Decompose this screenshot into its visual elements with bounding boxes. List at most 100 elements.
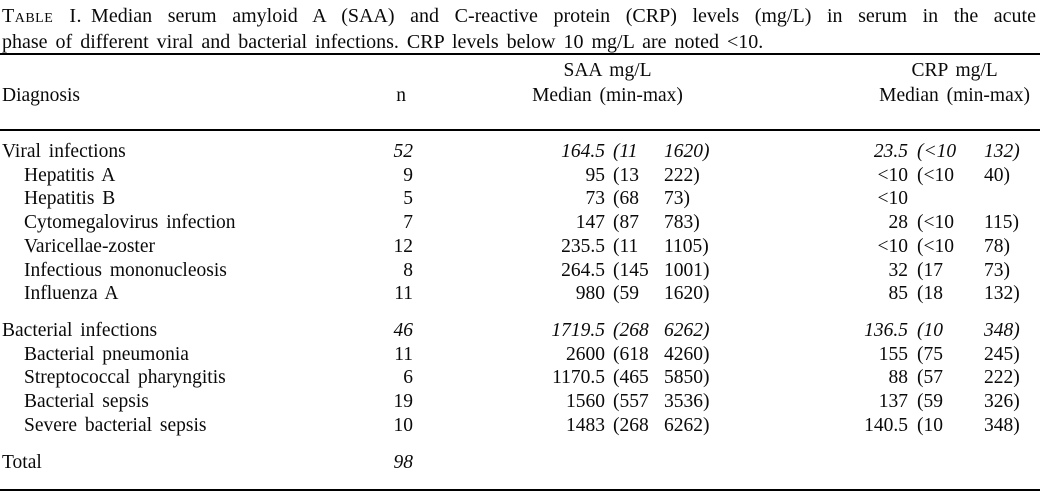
saa-min-cell: (465 bbox=[613, 367, 649, 389]
crp-median-cell: <10 bbox=[877, 235, 909, 257]
table-row: Bacterial pneumonia 11 2600 (618 4260) 1… bbox=[0, 343, 1038, 367]
saa-max-cell bbox=[662, 451, 718, 475]
n-cell: 10 bbox=[393, 414, 414, 436]
n-cell: 9 bbox=[403, 164, 413, 186]
saa-max-cell: 1105) bbox=[664, 235, 709, 257]
saa-min-cell: (59 bbox=[613, 283, 639, 305]
crp-min-cell: (<10 bbox=[917, 164, 954, 186]
n-cell: 46 bbox=[393, 319, 414, 341]
n-cell: 11 bbox=[394, 283, 413, 305]
crp-max-cell: 78) bbox=[984, 235, 1010, 257]
diagnosis-cell: Hepatitis A bbox=[24, 164, 116, 186]
n-cell: 11 bbox=[394, 343, 413, 365]
table-row: Hepatitis A 9 95 (13 222) <10 (<10 40) bbox=[0, 164, 1038, 188]
table-row: Total 98 bbox=[0, 451, 1038, 475]
saa-median-cell: 264.5 bbox=[561, 259, 605, 281]
saa-min-cell: (11 bbox=[613, 141, 638, 162]
diagnosis-cell: Infectious mononucleosis bbox=[24, 259, 227, 281]
table-row: Bacterial sepsis 19 1560 (557 3536) 137 … bbox=[0, 390, 1038, 414]
n-cell: 19 bbox=[393, 391, 414, 413]
diagnosis-cell: Viral infections bbox=[2, 141, 126, 162]
saa-min-cell bbox=[605, 451, 662, 475]
diagnosis-cell: Bacterial sepsis bbox=[24, 391, 149, 413]
saa-median-cell: 1560 bbox=[566, 391, 605, 413]
diagnosis-cell: Bacterial infections bbox=[2, 319, 158, 341]
crp-min-cell: (<10 bbox=[917, 235, 954, 257]
saa-header-subtitle: Median (min-max) bbox=[532, 85, 683, 106]
crp-min-cell bbox=[908, 451, 982, 475]
caption-line-1: Table I. Median serum amyloid A (SAA) and… bbox=[2, 3, 1036, 29]
diagnosis-cell: Varicellae-zoster bbox=[24, 235, 155, 257]
table-body: Viral infections 52 164.5 (11 1620) 23.5… bbox=[0, 140, 1038, 475]
crp-min-cell: (59 bbox=[917, 391, 943, 413]
saa-min-cell: (557 bbox=[613, 391, 649, 413]
table-row: Influenza A 11 980 (59 1620) 85 (18 132) bbox=[0, 282, 1038, 306]
n-cell: 98 bbox=[393, 452, 414, 474]
n-cell: 12 bbox=[393, 235, 414, 257]
crp-median-cell: 85 bbox=[888, 283, 909, 305]
crp-min-cell: (<10 bbox=[917, 141, 957, 162]
saa-median-cell: 1170.5 bbox=[552, 367, 605, 389]
table-row: Infectious mononucleosis 8 264.5 (145 10… bbox=[0, 259, 1038, 283]
saa-max-cell: 222) bbox=[664, 164, 700, 186]
crp-max-cell: 132) bbox=[984, 283, 1020, 305]
diagnosis-cell: Streptococcal pharyngitis bbox=[24, 367, 226, 389]
crp-header-subtitle: Median (min-max) bbox=[879, 85, 1030, 106]
table-row: Viral infections 52 164.5 (11 1620) 23.5… bbox=[0, 140, 1038, 164]
saa-max-cell: 1620) bbox=[664, 283, 710, 305]
crp-min-cell: (10 bbox=[917, 414, 943, 436]
saa-median-cell: 2600 bbox=[566, 343, 605, 365]
crp-min-cell: (75 bbox=[917, 343, 943, 365]
rule-table-bottom bbox=[0, 489, 1040, 491]
crp-median-cell: 137 bbox=[878, 391, 908, 413]
saa-max-cell: 4260) bbox=[664, 343, 710, 365]
crp-median-cell bbox=[718, 451, 908, 475]
column-header-saa: SAA mg/L Median (min-max) bbox=[413, 58, 718, 108]
table-row: Cytomegalovirus infection 7 147 (87 783)… bbox=[0, 211, 1038, 235]
crp-max-cell bbox=[982, 187, 1030, 211]
crp-max-cell: 326) bbox=[984, 391, 1020, 413]
table-row: Bacterial infections 46 1719.5 (268 6262… bbox=[0, 319, 1038, 343]
crp-header-title: CRP mg/L bbox=[911, 60, 998, 81]
n-cell: 8 bbox=[403, 259, 413, 281]
saa-min-cell: (11 bbox=[613, 235, 639, 257]
saa-max-cell: 3536) bbox=[664, 391, 710, 413]
rule-below-caption bbox=[0, 53, 1040, 55]
saa-min-cell: (268 bbox=[613, 414, 649, 436]
saa-max-cell: 5850) bbox=[664, 367, 710, 389]
saa-header-title: SAA mg/L bbox=[563, 60, 652, 81]
saa-median-cell bbox=[413, 451, 605, 475]
crp-min-cell: (18 bbox=[917, 283, 943, 305]
crp-median-cell: 155 bbox=[878, 343, 908, 365]
saa-median-cell: 1719.5 bbox=[551, 319, 605, 341]
crp-min-cell: (17 bbox=[917, 259, 943, 281]
saa-min-cell: (13 bbox=[613, 164, 639, 186]
saa-min-cell: (87 bbox=[613, 212, 639, 234]
diagnosis-cell: Bacterial pneumonia bbox=[24, 343, 189, 365]
crp-max-cell: 115) bbox=[984, 212, 1020, 234]
crp-median-cell: 136.5 bbox=[864, 319, 908, 341]
crp-max-cell: 73) bbox=[984, 259, 1010, 281]
crp-median-cell: 28 bbox=[888, 212, 909, 234]
crp-max-cell: 348) bbox=[984, 319, 1020, 341]
column-header-crp: CRP mg/L Median (min-max) bbox=[718, 58, 1030, 108]
table-row: Streptococcal pharyngitis 6 1170.5 (465 … bbox=[0, 366, 1038, 390]
diagnosis-cell: Cytomegalovirus infection bbox=[24, 212, 236, 234]
crp-min-cell: (<10 bbox=[917, 212, 954, 234]
diagnosis-cell: Severe bacterial sepsis bbox=[24, 414, 207, 436]
saa-max-cell: 6262) bbox=[664, 414, 710, 436]
saa-min-cell: (145 bbox=[613, 259, 649, 281]
column-header-diagnosis: Diagnosis bbox=[2, 85, 80, 106]
crp-max-cell: 348) bbox=[984, 414, 1020, 436]
n-cell: 52 bbox=[393, 141, 414, 162]
rule-below-header bbox=[0, 129, 1040, 131]
saa-median-cell: 73 bbox=[585, 188, 606, 210]
caption-line-2: phase of different viral and bacterial i… bbox=[2, 31, 764, 53]
table-row: Hepatitis B 5 73 (68 73) <10 bbox=[0, 187, 1038, 211]
crp-max-cell: 40) bbox=[984, 164, 1010, 186]
saa-min-cell: (268 bbox=[613, 319, 649, 341]
n-cell: 5 bbox=[403, 188, 413, 210]
crp-min-cell bbox=[908, 187, 982, 211]
diagnosis-cell: Total bbox=[2, 452, 42, 474]
crp-median-cell: 23.5 bbox=[873, 141, 908, 162]
